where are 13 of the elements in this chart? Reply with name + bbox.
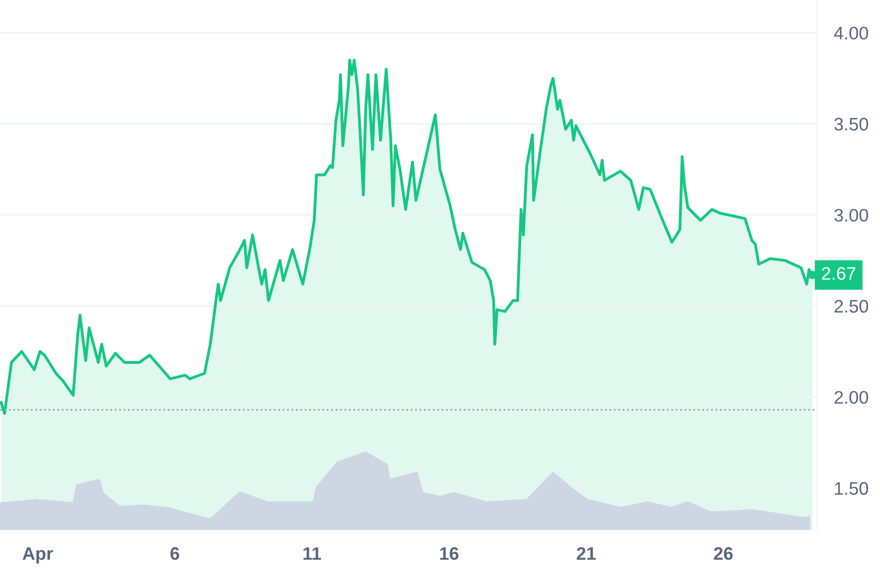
y-tick-label: 3.50 [834, 118, 868, 131]
annotation: 2.67 [822, 267, 856, 280]
x-tick-label: 26 [714, 547, 733, 560]
x-tick-label: 6 [170, 547, 180, 560]
y-tick-label: 4.00 [834, 26, 868, 40]
x-tick-label: 11 [304, 547, 321, 560]
y-tick-label: 3.00 [834, 208, 868, 222]
y-tick-label: 2.50 [834, 300, 868, 313]
x-tick-label: 21 [576, 547, 596, 560]
y-tick-label: 2.00 [834, 390, 868, 404]
x-tick-label: 16 [440, 547, 458, 560]
y-tick-label: 1.50 [835, 482, 868, 495]
x-tick-label: Apr [22, 547, 53, 564]
